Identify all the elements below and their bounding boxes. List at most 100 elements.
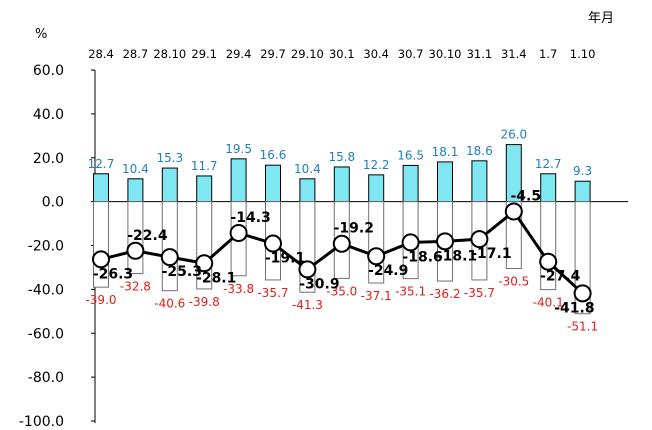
net-point [573, 284, 592, 303]
net-point [504, 202, 523, 221]
net-value-label: -22.4 [127, 228, 168, 244]
positive-bar [196, 175, 213, 203]
positive-bar [127, 178, 144, 203]
net-value-label: -19.2 [334, 221, 374, 237]
net-point [367, 247, 386, 266]
positive-bar [540, 173, 557, 203]
positive-value-label: 15.8 [328, 150, 355, 164]
positive-value-label: 11.7 [191, 159, 218, 173]
negative-value-label: -35.1 [395, 285, 426, 299]
x-category-label: 29.4 [226, 47, 252, 61]
positive-value-label: 9.3 [573, 164, 592, 178]
x-category-label: 31.1 [467, 47, 493, 61]
net-value-label: -30.9 [299, 276, 339, 292]
y-tick-label: -80.0 [28, 370, 64, 386]
x-axis-categories: 28.4 28.7 28.10 29.1 29.4 29.7 29.10 30.1 30.4 30… [88, 47, 595, 61]
negative-value-label: -35.7 [257, 286, 288, 300]
y-tick-label: 0.0 [42, 195, 64, 211]
positive-value-label: 26.0 [500, 128, 527, 142]
positive-value-label: 12.7 [88, 157, 115, 171]
y-tick-label: -60.0 [28, 326, 64, 342]
net-value-label: -41.8 [554, 300, 594, 316]
net-point [264, 234, 282, 253]
net-value-label: -14.3 [230, 210, 270, 226]
positive-bar [299, 178, 316, 203]
x-category-label: 1.10 [570, 47, 596, 61]
positive-value-label: 18.1 [432, 145, 459, 159]
positive-value-label: 10.4 [294, 162, 321, 176]
positive-value-label: 12.7 [535, 157, 562, 171]
net-point [332, 234, 351, 253]
y-axis: 60.0 40.0 20.0 0.0 -20.0 -40.0 -60.0 -80.0 -100.… [19, 63, 628, 430]
net-point [298, 260, 317, 279]
negative-value-label: -40.1 [533, 296, 564, 310]
net-value-label: -27.4 [540, 269, 581, 285]
positive-bar [471, 160, 488, 203]
net-point [401, 233, 420, 252]
net-point [126, 241, 145, 260]
y-unit-label: % [35, 27, 47, 42]
y-tick-label: -100.0 [19, 414, 64, 430]
x-category-label: 30.7 [398, 47, 424, 61]
x-category-label: 1.7 [539, 47, 557, 61]
x-category-label: 30.1 [329, 47, 355, 61]
positive-value-label: 15.3 [156, 151, 183, 165]
x-category-label: 30.4 [363, 47, 389, 61]
positive-bar [333, 166, 350, 203]
net-value-label: -24.9 [368, 263, 408, 279]
net-value-label: -19.1 [265, 251, 305, 267]
net-point [539, 252, 558, 271]
positive-bar [230, 158, 247, 203]
positive-bar [402, 164, 419, 203]
x-category-label: 28.7 [123, 47, 149, 61]
net-point [229, 223, 248, 242]
net-value-label: -4.5 [510, 188, 541, 204]
net-point [92, 250, 110, 269]
negative-value-label: -51.1 [567, 320, 598, 334]
negative-value-label: -35.0 [326, 284, 357, 298]
positive-bar [574, 180, 591, 203]
negative-bar [161, 201, 178, 292]
net-value-label: -25.3 [162, 264, 202, 280]
negative-value-label: -36.2 [429, 287, 460, 301]
y-tick-label: 40.0 [33, 107, 64, 123]
positive-bar [437, 161, 453, 203]
y-tick-label: 60.0 [33, 63, 64, 79]
y-tick-label: 20.0 [33, 151, 64, 167]
y-tick-label: -40.0 [28, 282, 64, 298]
y-tick-label: -20.0 [28, 239, 64, 255]
positive-value-label: 12.2 [363, 158, 390, 172]
net-point [436, 232, 454, 251]
x-category-label: 30.10 [429, 47, 462, 61]
positive-value-label: 10.4 [122, 162, 149, 176]
x-category-label: 31.4 [501, 47, 527, 61]
positive-value-label: 16.6 [260, 148, 287, 162]
negative-value-label: -33.8 [223, 282, 254, 296]
x-category-label: 29.1 [191, 47, 217, 61]
positive-bar [368, 174, 385, 203]
positive-value-label: 16.5 [397, 148, 424, 162]
net-point [160, 248, 179, 267]
x-category-label: 28.10 [153, 47, 186, 61]
positive-value-label: 19.5 [225, 142, 252, 156]
net-value-label: -18.6 [402, 249, 442, 265]
negative-value-label: -35.7 [464, 286, 495, 300]
x-category-label: 29.7 [260, 47, 286, 61]
negative-value-label: -39.0 [85, 293, 116, 307]
negative-value-label: -30.5 [498, 275, 529, 289]
net-value-label: -17.1 [471, 246, 511, 262]
negative-value-label: -40.6 [154, 297, 185, 311]
positive-value-label: 18.6 [466, 144, 493, 158]
net-value-label: -18.1 [437, 248, 477, 264]
x-category-label: 28.4 [88, 47, 114, 61]
positive-bar [265, 164, 281, 203]
x-category-label: 29.10 [291, 47, 324, 61]
negative-value-label: -39.8 [189, 295, 220, 309]
positive-bar [161, 167, 178, 203]
negative-value-label: -32.8 [120, 280, 151, 294]
net-point [470, 230, 489, 249]
data-labels: 12.7 10.4 15.3 11.7 19.5 16.6 10.4 15.8 12.2 16.5… [85, 128, 598, 334]
x-unit-label: 年月 [588, 11, 614, 26]
net-point [195, 254, 214, 273]
